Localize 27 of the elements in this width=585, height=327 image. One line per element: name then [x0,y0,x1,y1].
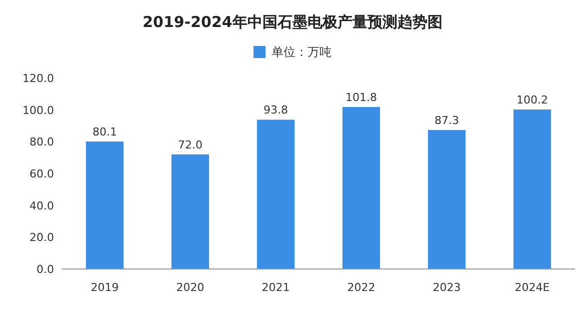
data-label: 100.2 [516,94,548,107]
bar [171,154,210,269]
bar [428,130,466,269]
y-tick-label: 0.0 [36,263,54,276]
bar [513,110,552,269]
chart-title: 2019-2024年中国石墨电极产量预测趋势图 [142,13,442,31]
x-tick-label: 2020 [176,281,204,294]
y-tick-label: 80.0 [30,136,54,149]
y-tick-label: 60.0 [30,168,54,180]
data-label: 93.8 [264,104,288,117]
x-tick-label: 2023 [432,281,461,294]
x-tick-label: 2021 [262,281,290,294]
x-tick-label: 2024E [514,281,550,294]
bar [256,120,295,269]
data-label: 87.3 [434,114,459,128]
y-tick-label: 100.0 [22,104,54,117]
bar [342,106,380,269]
x-tick-label: 2022 [347,281,376,294]
y-tick-label: 20.0 [30,231,54,244]
x-tick-label: 2019 [90,281,119,294]
data-label: 101.8 [346,90,377,104]
y-tick-label: 120.0 [22,72,54,85]
legend-label: 单位：万吨 [272,45,332,59]
bar [86,142,124,269]
y-tick-label: 40.0 [30,199,54,212]
data-label: 72.0 [178,138,202,152]
data-label: 80.1 [92,126,117,139]
